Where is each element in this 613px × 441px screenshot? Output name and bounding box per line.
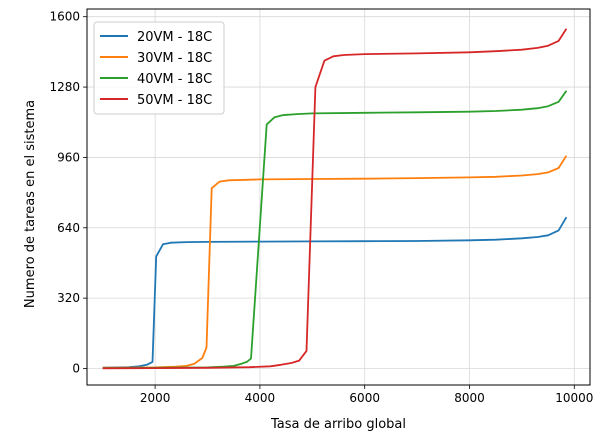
x-tick-label: 8000 xyxy=(454,391,485,405)
y-tick-label: 320 xyxy=(57,291,80,305)
legend-label-1: 20VM - 18C xyxy=(137,30,212,45)
x-tick-label: 6000 xyxy=(349,391,380,405)
y-axis-label: Numero de tareas en el sistema xyxy=(23,100,38,308)
plot-frame xyxy=(86,8,591,386)
series-line-2 xyxy=(102,155,568,369)
series-line-4 xyxy=(102,28,568,370)
y-tick-label: 1280 xyxy=(49,80,80,94)
x-tick-label: 10000 xyxy=(555,391,593,405)
y-tick-label: 0 xyxy=(72,362,80,376)
legend-label-4: 50VM - 18C xyxy=(137,93,212,108)
axis-ticks: 2000 4000 6000 8000 10000 0 320 640 960 1280 1600 xyxy=(49,10,593,405)
legend-box xyxy=(93,21,225,115)
x-tick-label: 4000 xyxy=(245,391,276,405)
x-tick-label: 2000 xyxy=(140,391,171,405)
series-lines xyxy=(102,28,568,370)
series-line-1 xyxy=(102,216,568,369)
legend-label-3: 40VM - 18C xyxy=(137,72,212,87)
y-tick-label: 1600 xyxy=(49,10,80,24)
series-line-3 xyxy=(102,90,568,369)
x-axis-label: Tasa de arribo global xyxy=(270,417,406,432)
y-tick-label: 640 xyxy=(57,221,80,235)
legend: 20VM - 18C 30VM - 18C 40VM - 18C 50VM - 18C xyxy=(93,21,225,115)
y-tick-label: 960 xyxy=(57,150,80,164)
legend-label-2: 30VM - 18C xyxy=(137,51,212,66)
